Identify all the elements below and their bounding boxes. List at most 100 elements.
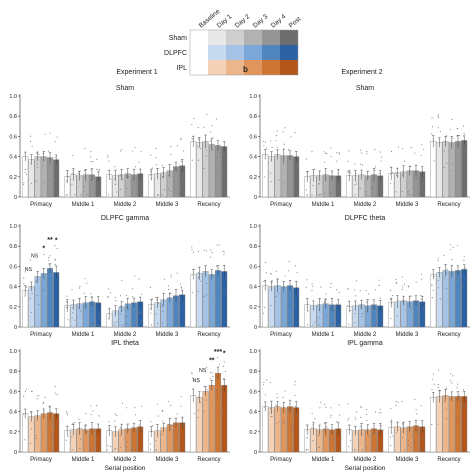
data-point: [275, 423, 277, 425]
bar: [208, 144, 215, 198]
data-point: [311, 412, 313, 414]
data-point: [74, 319, 76, 321]
data-point: [56, 247, 58, 250]
data-point: [269, 382, 271, 384]
data-point: [318, 309, 320, 311]
data-point: [311, 289, 313, 292]
data-point: [109, 292, 112, 294]
bar: [455, 141, 461, 198]
data-point: [206, 389, 208, 391]
data-point: [452, 375, 454, 377]
data-point: [183, 424, 185, 426]
data-point: [86, 282, 88, 284]
data-point: [391, 302, 393, 304]
data-point: [162, 176, 164, 178]
bar: [215, 270, 221, 328]
data-point: [463, 133, 465, 135]
y-tick-label: 1.0: [9, 349, 17, 355]
data-point: [175, 188, 177, 190]
data-point: [456, 383, 459, 385]
bar: [28, 159, 35, 198]
data-point: [431, 378, 433, 380]
data-point: [410, 194, 412, 196]
data-point: [432, 289, 434, 292]
data-point: [307, 448, 309, 451]
category-tick-label: Primacy: [270, 332, 292, 338]
data-point: [415, 164, 417, 166]
data-point: [96, 324, 98, 326]
legend-swatch: [190, 60, 208, 75]
legend-swatch: [226, 45, 244, 60]
data-point: [175, 316, 177, 318]
data-point: [44, 133, 46, 135]
data-point: [139, 194, 141, 196]
data-point: [288, 174, 290, 176]
data-point: [395, 191, 397, 193]
significance-label: **: [209, 358, 215, 365]
data-point: [368, 176, 370, 178]
data-point: [402, 437, 404, 439]
data-point: [197, 276, 200, 278]
data-point: [355, 295, 357, 297]
data-point: [151, 425, 153, 427]
data-point: [167, 285, 169, 287]
data-point: [54, 392, 56, 394]
data-point: [401, 190, 403, 193]
data-point: [121, 279, 123, 281]
data-point: [167, 423, 169, 425]
data-point: [326, 153, 328, 155]
legend-swatch: [280, 60, 298, 75]
data-point: [210, 140, 212, 142]
bar: [221, 146, 228, 198]
data-point: [463, 407, 465, 409]
data-point: [275, 270, 277, 272]
bar: [430, 274, 437, 328]
data-point: [338, 292, 340, 294]
data-point: [210, 249, 212, 251]
data-point: [294, 158, 296, 160]
data-point: [278, 421, 280, 423]
data-point: [283, 143, 285, 145]
data-point: [114, 413, 116, 415]
data-point: [216, 357, 219, 359]
data-point: [163, 279, 166, 281]
data-point: [380, 313, 382, 315]
data-point: [223, 365, 225, 367]
data-point: [420, 189, 422, 191]
bar-chart-panel: IPL gamma 0 0.2 0.4 0.6 0.8 1.0 Primacy Middle 1…: [249, 340, 470, 472]
y-tick-label: 0.8: [249, 114, 257, 120]
data-point: [463, 286, 465, 288]
data-point: [67, 176, 69, 178]
data-point: [134, 183, 136, 185]
data-point: [199, 148, 201, 150]
data-point: [134, 147, 136, 149]
y-tick-label: 1.0: [9, 224, 17, 230]
data-point: [378, 172, 380, 175]
data-point: [414, 322, 416, 324]
data-point: [275, 404, 277, 406]
data-point: [31, 145, 33, 147]
data-point: [395, 279, 397, 281]
data-point: [276, 130, 278, 132]
bar: [53, 159, 60, 198]
bar: [442, 141, 449, 198]
data-point: [216, 389, 218, 391]
data-point: [359, 406, 361, 408]
y-tick-label: 0.6: [9, 264, 17, 270]
data-point: [138, 312, 140, 314]
data-point: [366, 324, 368, 326]
data-point: [276, 147, 278, 149]
data-point: [192, 138, 194, 140]
data-point: [132, 296, 134, 298]
data-point: [83, 186, 85, 188]
data-point: [284, 390, 286, 392]
data-point: [116, 191, 118, 193]
data-point: [439, 390, 441, 392]
data-point: [330, 416, 332, 418]
data-point: [23, 277, 25, 279]
panel-title: DLPFC theta: [345, 215, 386, 222]
data-point: [450, 244, 452, 246]
data-point: [282, 131, 284, 133]
bar: [448, 142, 455, 198]
y-tick-label: 0: [14, 195, 17, 201]
